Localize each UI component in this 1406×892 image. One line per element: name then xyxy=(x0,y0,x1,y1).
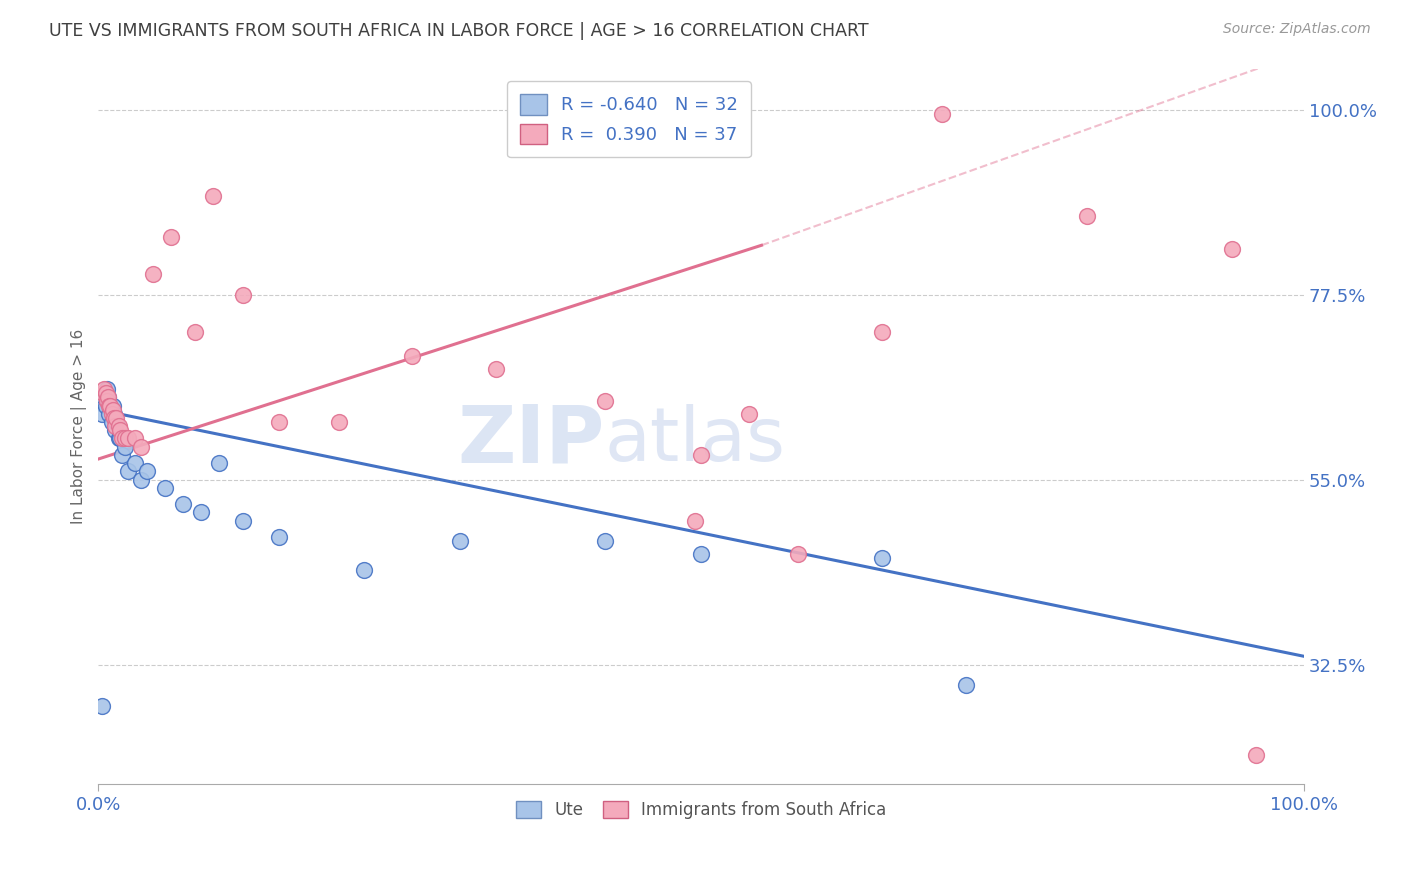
Point xyxy=(593,394,616,409)
Point xyxy=(955,678,977,692)
Point xyxy=(93,382,115,396)
Point xyxy=(91,386,114,401)
Point xyxy=(101,399,124,413)
Legend: Ute, Immigrants from South Africa: Ute, Immigrants from South Africa xyxy=(509,794,893,825)
Point xyxy=(1076,210,1098,224)
Point xyxy=(111,432,134,446)
Point xyxy=(690,448,713,462)
Point xyxy=(114,432,136,446)
Text: atlas: atlas xyxy=(605,404,786,477)
Point xyxy=(129,473,152,487)
Point xyxy=(97,390,120,404)
Point xyxy=(353,563,375,577)
Point xyxy=(1220,243,1243,257)
Point xyxy=(96,382,118,396)
Point xyxy=(103,407,125,421)
Point xyxy=(124,456,146,470)
Point xyxy=(108,419,131,434)
Point xyxy=(870,325,893,339)
Point xyxy=(129,440,152,454)
Point xyxy=(103,411,125,425)
Point xyxy=(105,411,128,425)
Point xyxy=(208,456,231,470)
Point xyxy=(100,415,122,429)
Point xyxy=(98,407,121,421)
Point xyxy=(269,415,291,429)
Point xyxy=(94,386,117,401)
Text: UTE VS IMMIGRANTS FROM SOUTH AFRICA IN LABOR FORCE | AGE > 16 CORRELATION CHART: UTE VS IMMIGRANTS FROM SOUTH AFRICA IN L… xyxy=(49,22,869,40)
Point xyxy=(111,448,134,462)
Point xyxy=(124,432,146,446)
Point xyxy=(738,407,761,421)
Point xyxy=(232,514,254,528)
Point xyxy=(593,534,616,549)
Point xyxy=(153,481,176,495)
Y-axis label: In Labor Force | Age > 16: In Labor Force | Age > 16 xyxy=(72,328,87,524)
Point xyxy=(104,419,127,434)
Point xyxy=(97,390,120,404)
Point xyxy=(159,230,181,244)
Point xyxy=(117,464,139,478)
Point xyxy=(94,399,117,413)
Point xyxy=(117,432,139,446)
Point xyxy=(100,399,122,413)
Point xyxy=(683,514,706,528)
Point xyxy=(108,432,131,446)
Point xyxy=(449,534,471,549)
Point xyxy=(201,189,224,203)
Point xyxy=(98,399,121,413)
Point xyxy=(690,547,713,561)
Point xyxy=(786,547,808,561)
Point xyxy=(108,423,131,437)
Point xyxy=(100,399,122,413)
Point xyxy=(108,432,131,446)
Point xyxy=(114,440,136,454)
Text: ZIP: ZIP xyxy=(457,401,605,479)
Text: Source: ZipAtlas.com: Source: ZipAtlas.com xyxy=(1223,22,1371,37)
Point xyxy=(269,530,291,544)
Point xyxy=(870,550,893,565)
Point xyxy=(1244,747,1267,762)
Point xyxy=(142,267,165,281)
Point xyxy=(931,107,953,121)
Point xyxy=(190,505,212,519)
Point xyxy=(328,415,350,429)
Point xyxy=(232,287,254,301)
Point xyxy=(100,407,122,421)
Point xyxy=(135,464,157,478)
Point xyxy=(104,423,127,437)
Point xyxy=(172,497,194,511)
Point xyxy=(105,415,128,429)
Point xyxy=(91,407,114,421)
Point xyxy=(91,698,114,713)
Point xyxy=(184,325,207,339)
Point xyxy=(485,361,508,376)
Point xyxy=(93,390,115,404)
Point xyxy=(401,349,423,363)
Point xyxy=(96,394,118,409)
Point xyxy=(101,402,124,417)
